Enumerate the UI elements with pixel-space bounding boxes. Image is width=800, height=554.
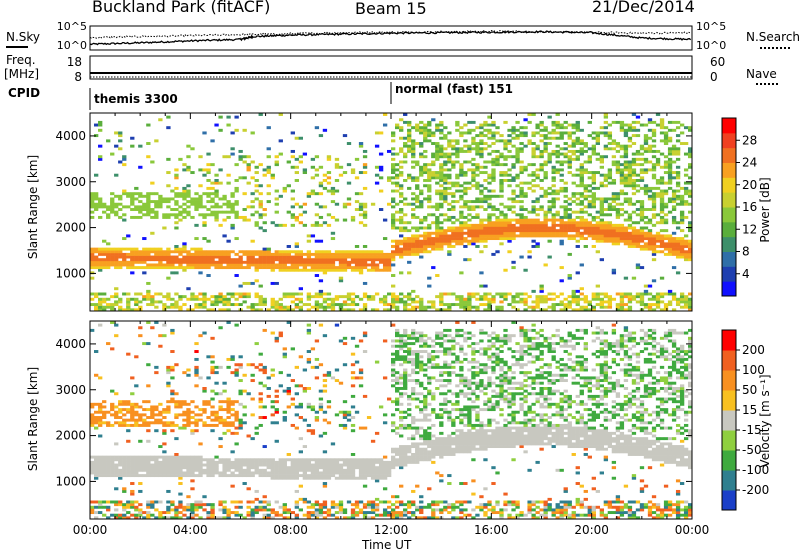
freq-tick-8: 8: [74, 70, 82, 84]
noise-tick-bottom-left: 10^0: [57, 39, 87, 52]
velocity-colorbar-swatch: [722, 450, 736, 471]
noise-series-nsearch: [89, 29, 691, 39]
x-tick-label-2: 08:00: [273, 523, 308, 537]
power-colorbar-swatch: [722, 162, 736, 178]
freq-unit-label: [MHz]: [4, 67, 40, 81]
power-colorbar-tick-label: 28: [742, 133, 757, 147]
power-colorbar-swatch: [722, 147, 736, 163]
nave-tick-0: 0: [710, 70, 718, 84]
cpid-mode-1: themis 3300: [94, 92, 178, 106]
power-colorbar-swatch: [722, 251, 736, 267]
power-y-tick-2000: 2000: [55, 221, 86, 235]
velocity-y-tick-3000: 3000: [55, 383, 86, 397]
nsky-legend-line: [6, 46, 28, 48]
velocity-colorbar-tick-label: -50: [742, 443, 762, 457]
velocity-colorbar-frame: [721, 329, 737, 511]
velocity-colorbar-swatch: [722, 390, 736, 411]
velocity-colorbar-tick-label: 15: [742, 403, 757, 417]
freq-tick-18: 18: [67, 55, 82, 69]
power-y-tick-3000: 3000: [55, 175, 86, 189]
power-heatmap-cells: [90, 113, 693, 312]
power-colorbar-swatch: [722, 177, 736, 193]
noise-tick-top-right: 10^5: [696, 20, 726, 33]
nave-label: Nave: [746, 67, 777, 81]
velocity-colorbar-swatch: [722, 470, 736, 491]
cpid-mode-2: normal (fast) 151: [395, 82, 513, 96]
power-colorbar-swatch: [722, 236, 736, 252]
date-title: 21/Dec/2014: [592, 0, 695, 16]
power-colorbar-swatch: [722, 221, 736, 238]
nsearch-label: N.Search: [746, 30, 800, 44]
velocity-colorbar-swatch: [722, 370, 736, 391]
velocity-colorbar-tick-label: -200: [742, 483, 769, 497]
x-tick-label-4: 16:00: [474, 523, 509, 537]
velocity-colorbar-tick-label: 200: [742, 343, 765, 357]
x-tick-label-0: 00:00: [73, 523, 108, 537]
power-colorbar-swatch: [722, 281, 736, 297]
velocity-colorbar-swatch: [722, 330, 736, 351]
power-colorbar-swatch: [722, 192, 736, 208]
power-colorbar-swatch: [722, 132, 736, 149]
power-colorbar-tick-label: 24: [742, 156, 757, 170]
power-colorbar-tick-label: 4: [742, 267, 750, 281]
velocity-colorbar-swatch: [722, 410, 736, 431]
power-y-tick-1000: 1000: [55, 266, 86, 280]
power-colorbar-swatch: [722, 118, 736, 134]
x-tick-label-1: 04:00: [173, 523, 208, 537]
noise-tick-bottom-right: 10^0: [696, 39, 726, 52]
velocity-colorbar-tick-label: 50: [742, 383, 757, 397]
velocity-colorbar-tick-label: -15: [742, 423, 762, 437]
nave-legend-line: [756, 83, 778, 85]
nave-tick-60: 60: [710, 55, 725, 69]
station-title: Buckland Park (fitACF): [92, 0, 271, 16]
velocity-colorbar-swatch: [722, 350, 736, 371]
velocity-y-tick-4000: 4000: [55, 337, 86, 351]
freq-label: Freq.: [6, 53, 36, 67]
power-y-tick-4000: 4000: [55, 129, 86, 143]
power-colorbar-swatch: [722, 266, 736, 282]
freq-panel-frame: [89, 55, 693, 80]
x-axis-title: Time UT: [362, 538, 412, 552]
noise-panel-frame: [89, 25, 693, 51]
power-colorbar-tick-label: 20: [742, 178, 757, 192]
velocity-heatmap-cells: [90, 321, 693, 520]
noise-tick-top-left: 10^5: [57, 20, 87, 33]
power-colorbar-tick-label: 8: [742, 245, 750, 259]
velocity-y-tick-1000: 1000: [55, 474, 86, 488]
beam-title: Beam 15: [355, 0, 427, 18]
cpid-label: CPID: [8, 86, 41, 100]
nsky-label: N.Sky: [6, 30, 41, 44]
power-colorbar-swatch: [722, 207, 736, 223]
nsearch-legend-line: [760, 47, 790, 49]
velocity-colorbar-tick-label: -100: [742, 463, 769, 477]
velocity-colorbar-swatch: [722, 430, 736, 451]
noise-series-nsky: [89, 30, 692, 46]
velocity-colorbar-tick-label: 100: [742, 363, 765, 377]
velocity-y-tick-2000: 2000: [55, 429, 86, 443]
power-colorbar-tick-label: 12: [742, 222, 757, 236]
x-tick-label-3: 12:00: [374, 523, 409, 537]
velocity-colorbar-swatch: [722, 490, 736, 511]
x-tick-label-6: 00:00: [675, 523, 710, 537]
x-tick-label-5: 20:00: [574, 523, 609, 537]
power-colorbar-tick-label: 16: [742, 200, 757, 214]
